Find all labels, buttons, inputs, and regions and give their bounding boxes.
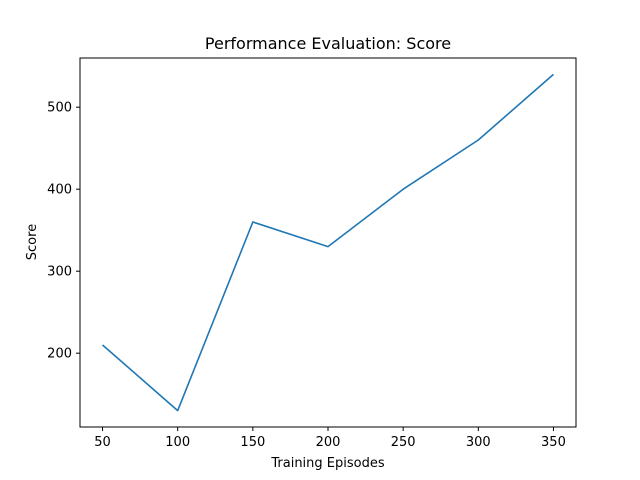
x-tick-label: 250 xyxy=(391,435,416,450)
x-tick-label: 100 xyxy=(165,435,190,450)
x-tick-label: 350 xyxy=(541,435,566,450)
x-axis-label: Training Episodes xyxy=(270,456,384,471)
y-tick-label: 300 xyxy=(47,265,72,280)
x-axis-ticks: 50 100 150 200 250 300 350 xyxy=(94,427,566,450)
chart-title: Performance Evaluation: Score xyxy=(205,34,451,53)
x-tick-label: 200 xyxy=(316,435,341,450)
y-axis-label: Score xyxy=(25,224,40,260)
x-tick-label: 50 xyxy=(94,435,111,450)
y-tick-label: 400 xyxy=(47,183,72,198)
y-axis-ticks: 200 300 400 500 xyxy=(47,101,80,362)
x-tick-label: 150 xyxy=(240,435,265,450)
y-tick-label: 500 xyxy=(47,101,72,116)
y-tick-label: 200 xyxy=(47,347,72,362)
x-tick-label: 300 xyxy=(466,435,491,450)
series-line-0 xyxy=(102,73,554,412)
plot-area xyxy=(102,73,554,412)
